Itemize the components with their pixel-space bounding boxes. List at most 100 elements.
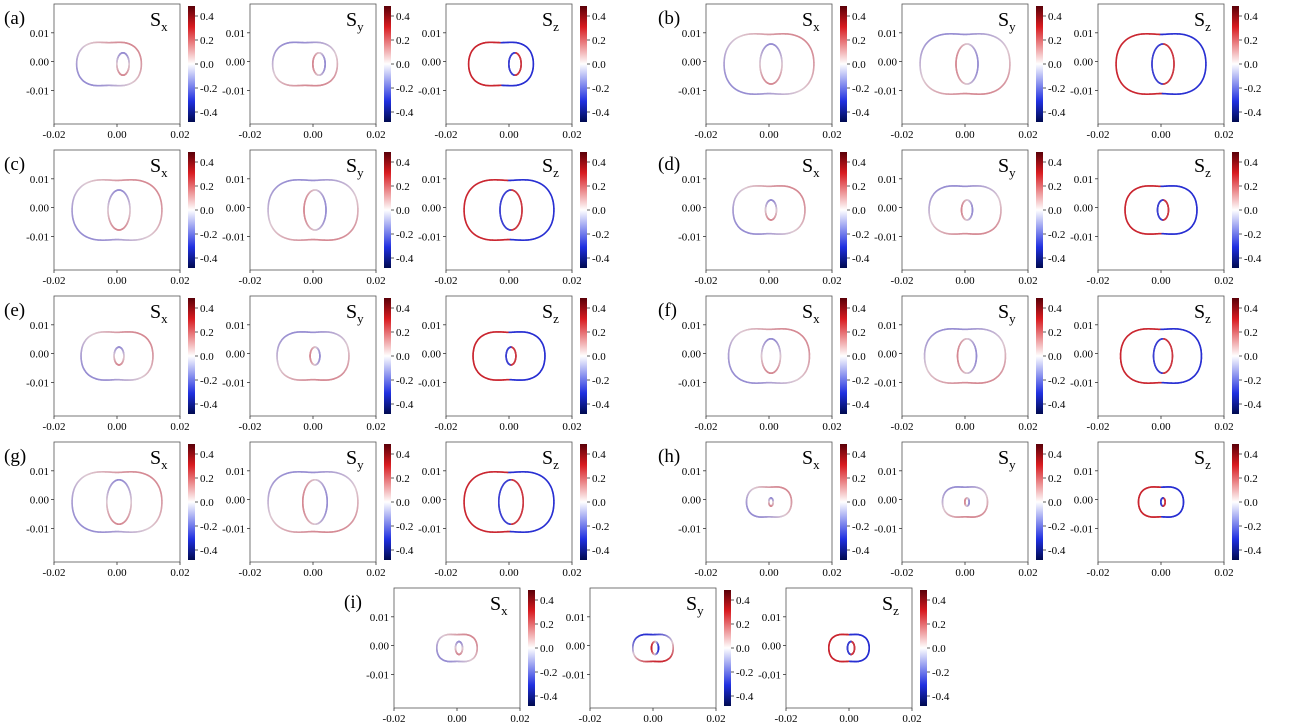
y-tick-label: -0.01 (222, 231, 245, 243)
subplot-sx: 0.01 0.00 -0.01 -0.02 0.00 0.02 Sx 0.4 0.2 0.0 -0.… (26, 3, 218, 141)
colorbar-gradient (580, 6, 587, 122)
outer-fermi-contour (80, 331, 154, 381)
x-tick-label: 0.02 (822, 129, 841, 141)
colorbar-tick-label: -0.4 (396, 107, 414, 119)
subplot-sx: 0.01 0.00 -0.01 -0.02 0.00 0.02 Sx 0.4 0.2 0.0 -0.… (26, 149, 218, 287)
colorbar-tick-label: 0.0 (1048, 59, 1062, 71)
y-tick-label: 0.01 (878, 174, 897, 186)
subplot-sy: 0.01 0.00 -0.01 -0.02 0.00 0.02 Sy 0.4 0.2 0.0 -0.… (222, 149, 414, 287)
colorbar-gradient (1232, 6, 1239, 122)
outer-fermi-contour (267, 179, 359, 241)
subplot-sz: 0.010.00-0.01-0.02 0.00 0.02Sz0.40.20.0-0.… (1070, 149, 1262, 287)
colorbar-tick-label: 0.0 (200, 351, 214, 363)
panel-label: (d) (658, 154, 680, 175)
colorbar-tick-label: 0.4 (200, 157, 214, 169)
x-tick-label: -0.02 (239, 129, 262, 141)
x-tick-label: -0.02 (891, 129, 914, 141)
colorbar-tick-label: 0.2 (592, 181, 606, 193)
y-tick-label: 0.01 (682, 174, 701, 186)
colorbar-tick-label: 0.4 (200, 303, 214, 315)
colorbar-tick-label: 0.0 (592, 205, 606, 217)
x-tick-label: 0.02 (170, 275, 189, 287)
y-tick-label: -0.01 (678, 85, 701, 97)
subplot-sz: 0.010.00-0.01-0.02 0.00 0.02Sz0.40.20.0-0.… (418, 149, 610, 287)
colorbar-tick-label: -0.2 (852, 83, 869, 95)
x-tick-label: 0.00 (499, 421, 519, 433)
colorbar-tick-label: -0.4 (1048, 107, 1066, 119)
colorbar-tick-label: -0.2 (1048, 83, 1065, 95)
x-tick-label: 0.02 (1214, 129, 1233, 141)
outer-fermi-contour (71, 179, 163, 241)
outer-fermi-contour (919, 32, 1011, 95)
colorbar-tick-label: 0.0 (1244, 59, 1258, 71)
y-tick-label: -0.01 (418, 231, 441, 243)
x-tick-label: 0.00 (303, 421, 323, 433)
y-tick-label: 0.00 (682, 203, 702, 215)
colorbar-gradient (1036, 152, 1043, 268)
x-tick-label: 0.00 (1151, 129, 1171, 141)
colorbar-tick-label: -0.2 (396, 229, 413, 241)
colorbar-tick-label: 0.2 (1048, 181, 1062, 193)
y-tick-label: 0.00 (226, 57, 246, 69)
component-label: Sx (150, 155, 168, 180)
outer-fermi-contour (732, 185, 806, 235)
colorbar-tick-label: 0.2 (200, 35, 214, 47)
x-tick-label: 0.00 (759, 275, 779, 287)
inner-fermi-contour (113, 346, 125, 366)
panel-label: (e) (4, 300, 25, 321)
colorbar-tick-label: 0.0 (852, 59, 866, 71)
y-tick-label: 0.00 (682, 57, 702, 69)
inner-fermi-contour (1151, 43, 1175, 85)
y-tick-label: 0.00 (226, 203, 246, 215)
colorbar: 0.4 0.2 0.0 -0.2 -0.4 (1232, 6, 1262, 122)
colorbar-tick-label: -0.2 (592, 229, 609, 241)
x-tick-label: 0.02 (1214, 275, 1233, 287)
colorbar: 0.4 0.2 0.0 -0.2 -0.4 (188, 298, 218, 414)
y-tick-label: 0.01 (30, 174, 49, 186)
panel-label: (b) (658, 8, 680, 29)
x-tick-label: 0.02 (366, 421, 385, 433)
colorbar-tick-label: -0.4 (1244, 107, 1262, 119)
colorbar-tick-label: 0.2 (200, 327, 214, 339)
y-tick-label: 0.01 (1074, 174, 1093, 186)
component-label: Sx (150, 9, 168, 34)
y-tick-label: 0.00 (30, 349, 50, 361)
y-tick-label: 0.00 (30, 57, 50, 69)
colorbar-tick-label: -0.4 (396, 399, 414, 411)
x-tick-label: 0.02 (562, 421, 581, 433)
x-tick-label: 0.00 (955, 129, 975, 141)
subplot-sy: 0.01 0.00 -0.01 -0.02 0.00 0.02 Sy 0.4 0.2 0.0 -0.… (874, 149, 1066, 287)
colorbar-tick-label: 0.2 (1244, 181, 1258, 193)
y-tick-label: 0.01 (422, 174, 441, 186)
colorbar: 0.4 0.2 0.0 -0.2 -0.4 (384, 298, 414, 414)
outer-fermi-contour (1124, 185, 1198, 235)
x-tick-label: 0.02 (562, 129, 581, 141)
y-tick-label: -0.01 (678, 231, 701, 243)
x-tick-label: 0.00 (107, 275, 127, 287)
colorbar-tick-label: 0.2 (396, 327, 410, 339)
x-tick-label: -0.02 (695, 129, 718, 141)
colorbar-tick-label: 0.4 (852, 11, 866, 23)
y-tick-label: 0.00 (422, 57, 442, 69)
panel-c: (c)0.010.00-0.01-0.02 0.00 0.02Sx0.40.20.0… (4, 149, 610, 287)
panel-d: (d)0.010.00-0.01-0.02 0.00 0.02Sx0.40.20.0… (658, 149, 1262, 287)
colorbar-tick-label: 0.0 (1048, 205, 1062, 217)
component-label: Sx (802, 155, 820, 180)
colorbar-tick-label: 0.2 (592, 35, 606, 47)
colorbar-gradient (580, 152, 587, 268)
colorbar-tick-label: 0.0 (396, 59, 410, 71)
inner-fermi-contour (764, 199, 778, 221)
colorbar-tick-label: 0.4 (852, 157, 866, 169)
colorbar-tick-label: 0.4 (592, 157, 606, 169)
x-tick-label: 0.00 (759, 129, 779, 141)
x-tick-label: 0.00 (499, 275, 519, 287)
x-tick-label: 0.00 (1151, 275, 1171, 287)
colorbar-tick-label: 0.4 (200, 11, 214, 23)
colorbar-tick-label: 0.4 (592, 11, 606, 23)
x-tick-label: 0.02 (1018, 129, 1037, 141)
component-label: Sx (150, 301, 168, 326)
colorbar-tick-label: -0.2 (200, 83, 217, 95)
subplot-sz: 0.010.00-0.01-0.02 0.00 0.02Sz0.40.20.0-0.… (418, 295, 610, 433)
outer-fermi-contour (1115, 32, 1207, 95)
inner-fermi-contour (1156, 199, 1170, 221)
